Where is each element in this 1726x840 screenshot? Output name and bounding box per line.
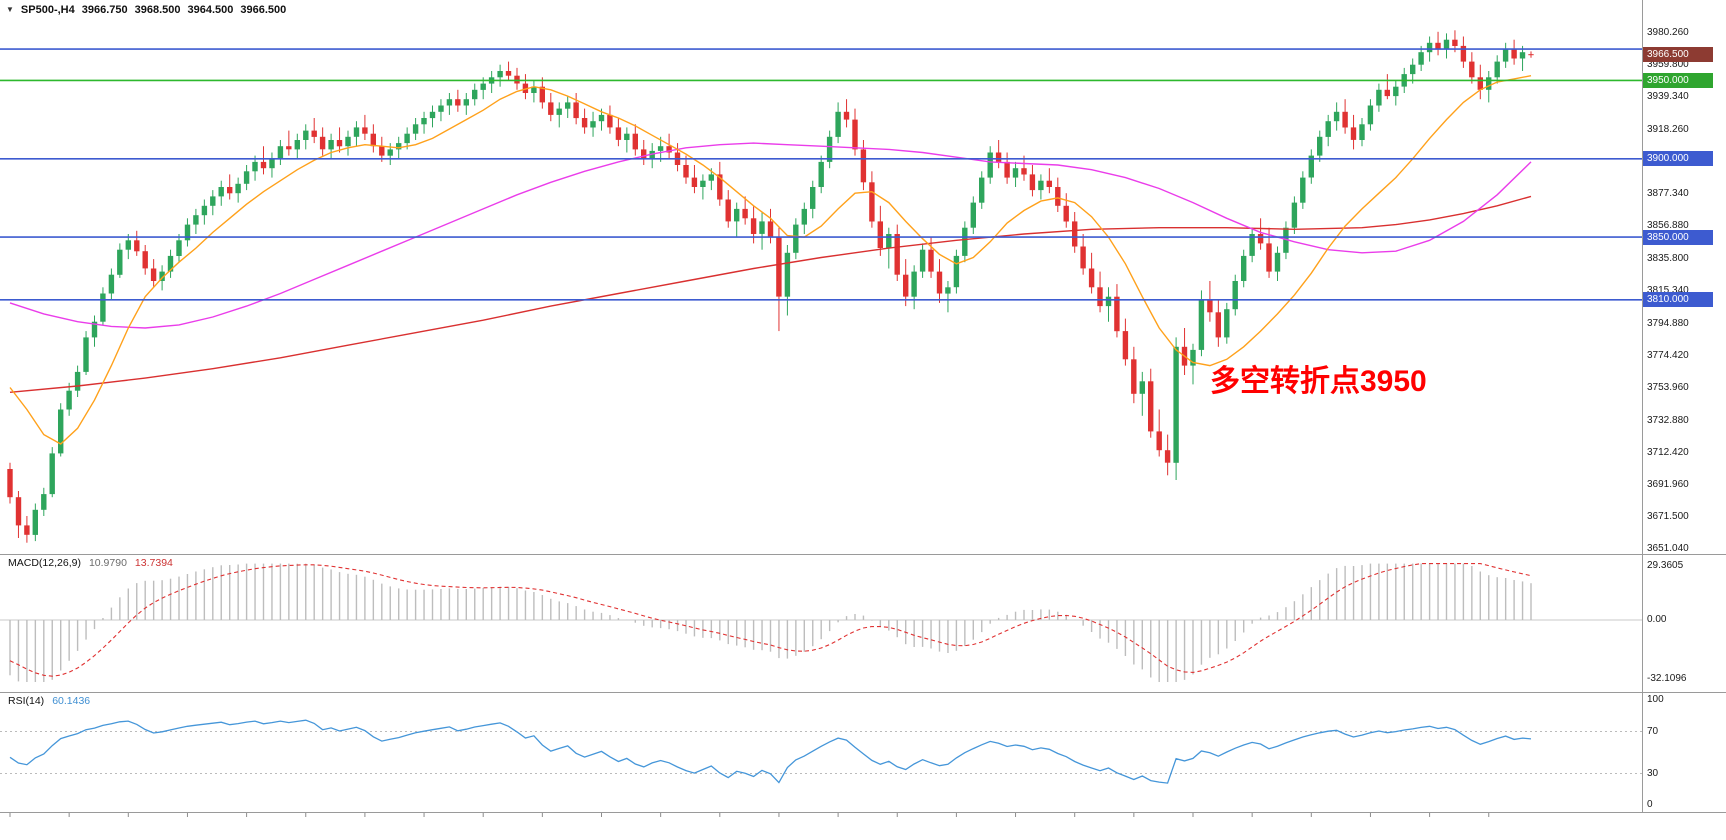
horizontal-levels-layer: [0, 48, 1642, 301]
rsi-value: 60.1436: [52, 695, 91, 707]
price-tag: 3900.000: [1643, 151, 1713, 166]
price-axis-label: 3918.260: [1647, 124, 1689, 135]
price-axis[interactable]: [1643, 0, 1726, 812]
price-axis-label: 3651.040: [1647, 543, 1689, 554]
chart-header: ▼ SP500-,H4 3966.750 3968.500 3964.500 3…: [6, 4, 286, 16]
rsi-label-row: RSI(14) 60.1436: [8, 695, 90, 707]
candles-layer: [7, 30, 1534, 543]
price-axis-label: 3732.880: [1647, 415, 1689, 426]
price-axis-label: 3712.420: [1647, 447, 1689, 458]
symbol-timeframe: SP500-,H4: [20, 4, 75, 16]
price-axis-label: 3753.960: [1647, 382, 1689, 393]
macd-layer: [0, 563, 1642, 682]
collapse-icon[interactable]: ▼: [6, 5, 14, 14]
price-tag: 3966.500: [1643, 47, 1713, 62]
price-axis-label: 3835.800: [1647, 253, 1689, 264]
ohlc-open: 3966.750: [81, 4, 128, 16]
rsi-axis-label: 100: [1647, 694, 1664, 705]
pane-separator-timeaxis: [0, 812, 1726, 813]
price-axis-label: 3671.500: [1647, 511, 1689, 522]
price-axis-label: 3959.800: [1647, 59, 1689, 70]
macd-value-signal: 13.7394: [134, 557, 173, 569]
ohlc-close: 3966.500: [240, 4, 287, 16]
macd-value-main: 10.9790: [88, 557, 127, 569]
macd-label-row: MACD(12,26,9) 10.9790 13.7394: [8, 557, 173, 569]
price-axis-label: 3980.260: [1647, 27, 1689, 38]
price-tag: 3850.000: [1643, 230, 1713, 245]
price-axis-border: [1642, 0, 1643, 812]
price-axis-label: 3939.340: [1647, 91, 1689, 102]
price-tag: 3950.000: [1643, 73, 1713, 88]
pane-separator-macd[interactable]: [0, 554, 1726, 555]
macd-axis-label: 29.3605: [1647, 560, 1684, 571]
rsi-axis-label: 30: [1647, 768, 1659, 779]
rsi-label: RSI(14): [8, 695, 45, 707]
macd-axis-label: -32.1096: [1647, 673, 1687, 684]
macd-label: MACD(12,26,9): [8, 557, 81, 569]
price-tag: 3810.000: [1643, 292, 1713, 307]
pane-separator-rsi[interactable]: [0, 692, 1726, 693]
rsi-axis-label: 70: [1647, 726, 1659, 737]
ohlc-low: 3964.500: [187, 4, 234, 16]
price-axis-label: 3856.880: [1647, 220, 1689, 231]
time-axis[interactable]: 29 Jan 2021 1 Feb 20:00 3 Feb 04:00 4 Fe…: [0, 813, 1726, 840]
price-axis-label: 3774.420: [1647, 350, 1689, 361]
ohlc-high: 3968.500: [134, 4, 181, 16]
chart-annotation: 多空转折点3950: [1210, 365, 1427, 398]
price-axis-label: 3877.340: [1647, 188, 1689, 199]
price-axis-label: 3691.960: [1647, 479, 1689, 490]
rsi-axis-label: 0: [1647, 799, 1653, 810]
rsi-layer: [0, 719, 1642, 784]
macd-axis-label: 0.00: [1647, 614, 1667, 625]
price-axis-label: 3794.880: [1647, 318, 1689, 329]
price-axis-label: 3815.340: [1647, 285, 1689, 296]
